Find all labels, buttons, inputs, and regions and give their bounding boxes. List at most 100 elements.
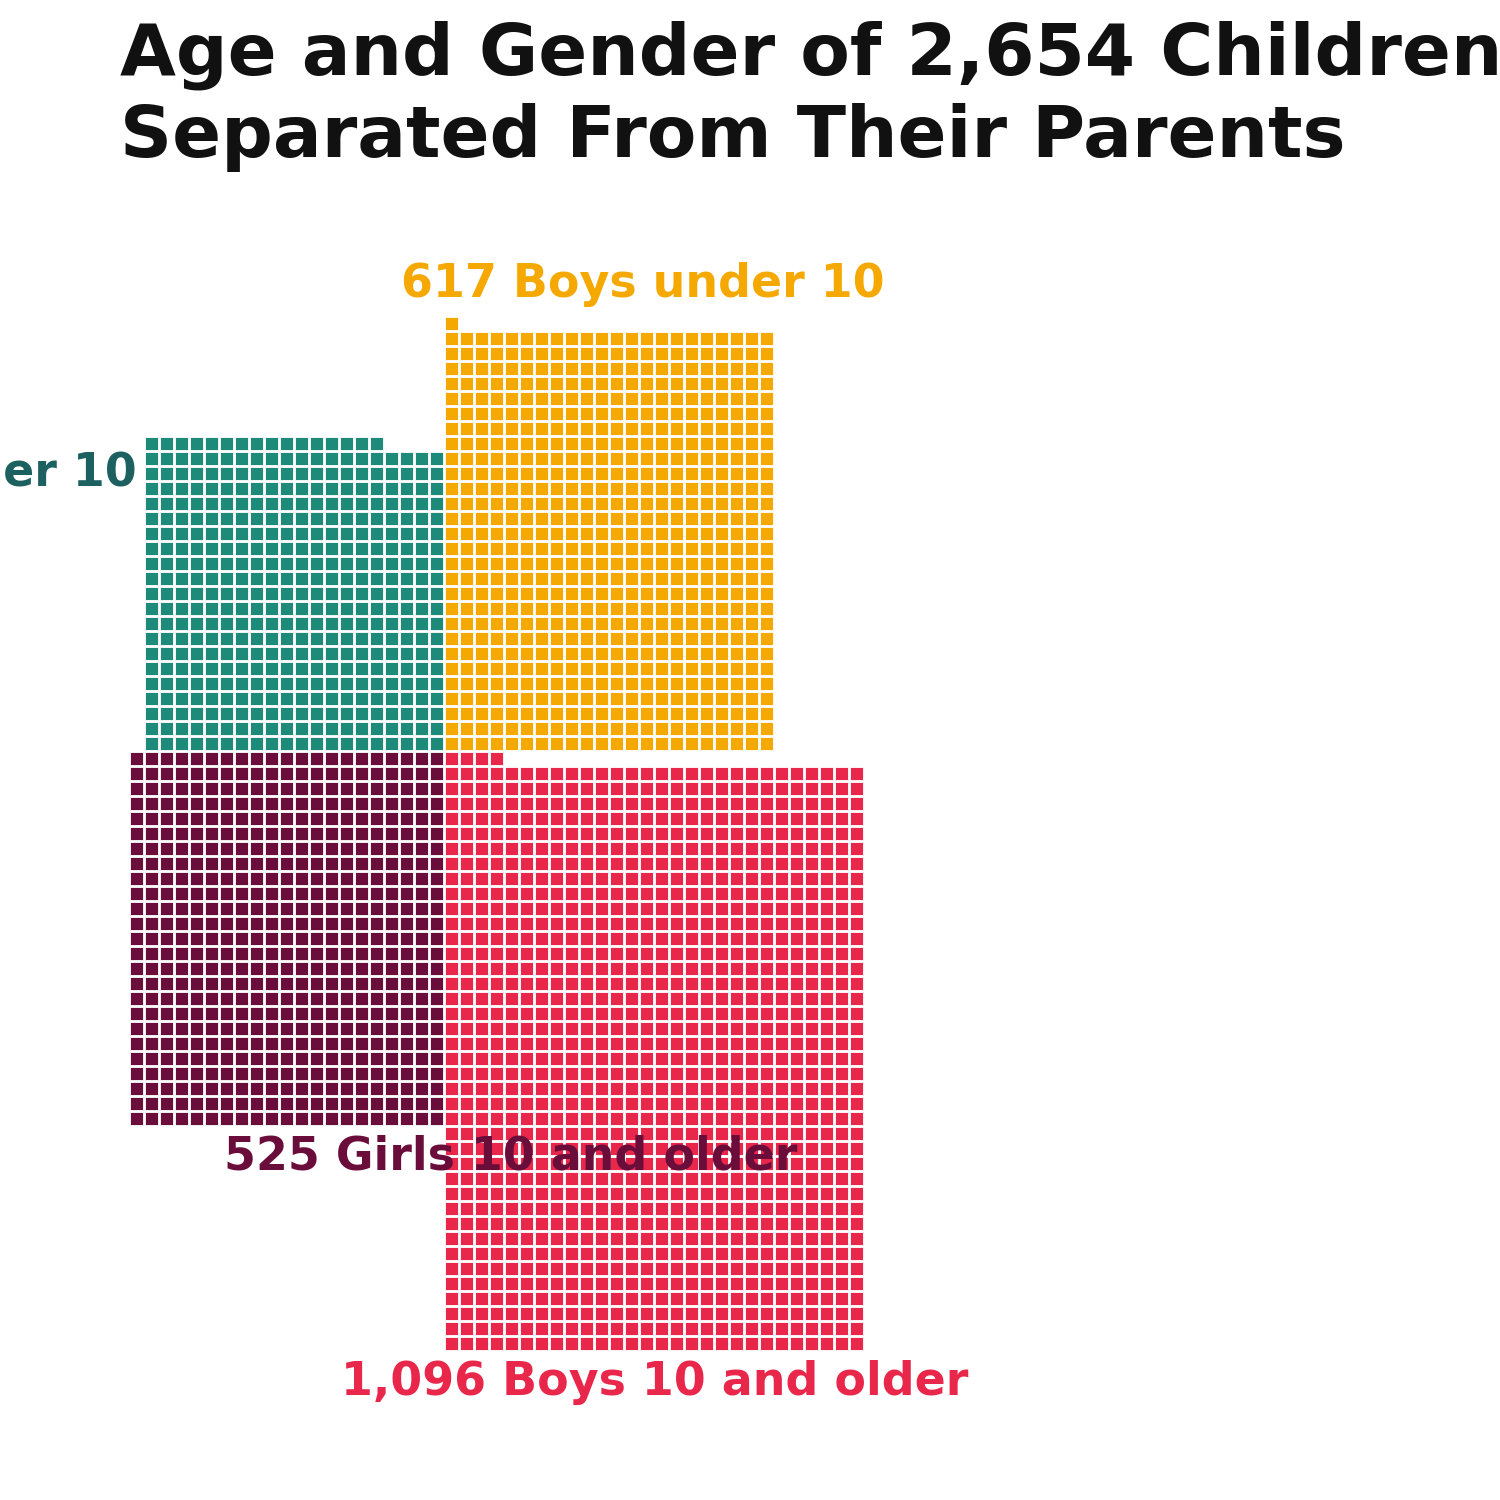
Bar	[596, 692, 608, 705]
Bar	[730, 1262, 742, 1275]
Bar	[326, 1022, 338, 1035]
Bar	[370, 886, 382, 900]
Bar	[746, 1142, 758, 1155]
Bar	[550, 1066, 562, 1080]
Bar	[460, 496, 472, 510]
Bar	[386, 886, 398, 900]
Bar	[610, 1232, 622, 1245]
Bar	[506, 1066, 518, 1080]
Bar	[506, 1022, 518, 1035]
Bar	[746, 676, 758, 690]
Bar	[506, 602, 518, 615]
Bar	[656, 976, 668, 990]
Bar	[416, 946, 428, 960]
Bar	[746, 1156, 758, 1170]
Bar	[476, 662, 488, 675]
Bar	[520, 586, 532, 600]
Bar	[850, 1082, 862, 1095]
Bar	[520, 1322, 532, 1335]
Bar	[580, 946, 592, 960]
Bar	[130, 992, 142, 1005]
Bar	[610, 1112, 622, 1125]
Bar	[251, 902, 262, 915]
Bar	[446, 1322, 458, 1335]
Bar	[430, 676, 442, 690]
Bar	[146, 662, 158, 675]
Bar	[700, 1336, 712, 1350]
Bar	[446, 632, 458, 645]
Bar	[476, 871, 488, 885]
Bar	[776, 766, 788, 780]
Bar	[326, 842, 338, 855]
Bar	[476, 1216, 488, 1230]
Bar	[686, 932, 698, 945]
Bar	[656, 1292, 668, 1305]
Bar	[656, 586, 668, 600]
Bar	[430, 736, 442, 750]
Bar	[776, 1156, 788, 1170]
Bar	[760, 722, 772, 735]
Bar	[850, 916, 862, 930]
Bar	[806, 1022, 818, 1035]
Bar	[536, 992, 548, 1005]
Bar	[160, 827, 172, 840]
Bar	[340, 496, 352, 510]
Bar	[296, 1096, 307, 1110]
Bar	[490, 1052, 502, 1065]
Bar	[536, 1246, 548, 1260]
Bar	[806, 946, 818, 960]
Bar	[190, 766, 202, 780]
Bar	[490, 406, 502, 420]
Bar	[656, 692, 668, 705]
Bar	[746, 602, 758, 615]
Bar	[746, 646, 758, 660]
Bar	[550, 842, 562, 855]
Bar	[206, 842, 218, 855]
Bar	[400, 496, 412, 510]
Bar	[356, 586, 368, 600]
Bar	[130, 842, 142, 855]
Bar	[520, 376, 532, 390]
Bar	[160, 692, 172, 705]
Bar	[626, 346, 638, 360]
Bar	[686, 1142, 698, 1155]
Bar	[356, 632, 368, 645]
Bar	[596, 886, 608, 900]
Bar	[716, 1186, 728, 1200]
Bar	[670, 976, 682, 990]
Bar	[460, 722, 472, 735]
Bar	[790, 796, 802, 810]
Bar	[760, 422, 772, 435]
Bar	[700, 1292, 712, 1305]
Bar	[400, 466, 412, 480]
Bar	[640, 1172, 652, 1185]
Bar	[700, 1172, 712, 1185]
Bar	[656, 572, 668, 585]
Bar	[296, 871, 307, 885]
Bar	[340, 1036, 352, 1050]
Bar	[326, 542, 338, 555]
Bar	[416, 1022, 428, 1035]
Bar	[490, 796, 502, 810]
Bar	[670, 662, 682, 675]
Bar	[536, 1112, 548, 1125]
Bar	[760, 766, 772, 780]
Bar	[686, 1172, 698, 1185]
Bar	[700, 586, 712, 600]
Bar	[760, 1322, 772, 1335]
Bar	[626, 376, 638, 390]
Bar	[536, 452, 548, 465]
Bar	[446, 586, 458, 600]
Bar	[370, 436, 382, 450]
Bar	[821, 1022, 833, 1035]
Bar	[790, 1052, 802, 1065]
Bar	[626, 1336, 638, 1350]
Bar	[596, 1007, 608, 1020]
Bar	[686, 1306, 698, 1320]
Bar	[686, 1052, 698, 1065]
Bar	[656, 992, 668, 1005]
Bar	[206, 586, 218, 600]
Bar	[296, 496, 307, 510]
Bar	[416, 542, 428, 555]
Bar	[716, 1052, 728, 1065]
